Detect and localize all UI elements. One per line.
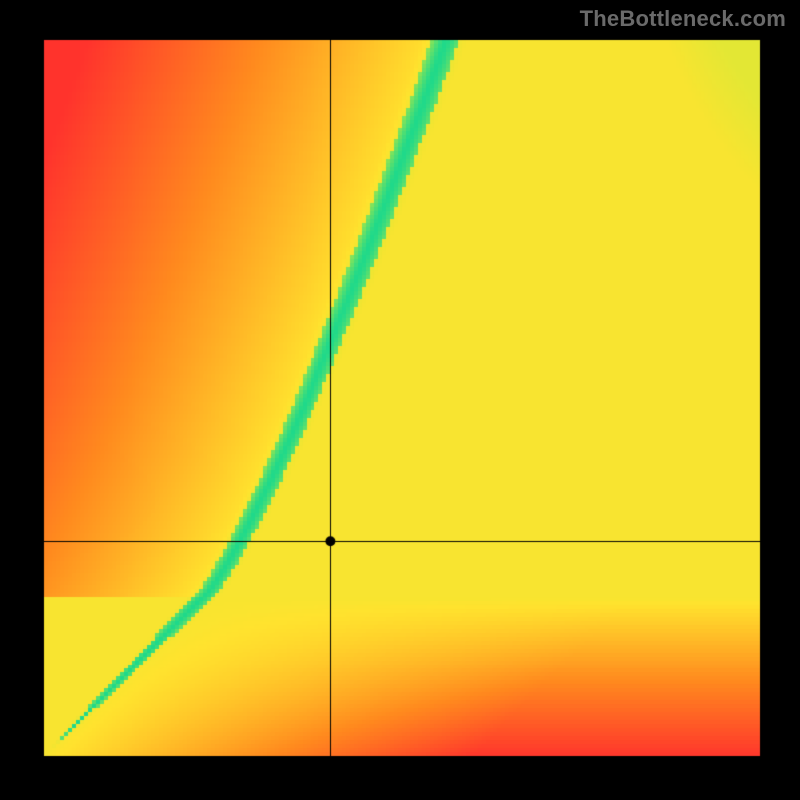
watermark-text: TheBottleneck.com [580,6,786,32]
bottleneck-heatmap [0,0,800,800]
chart-container: TheBottleneck.com [0,0,800,800]
